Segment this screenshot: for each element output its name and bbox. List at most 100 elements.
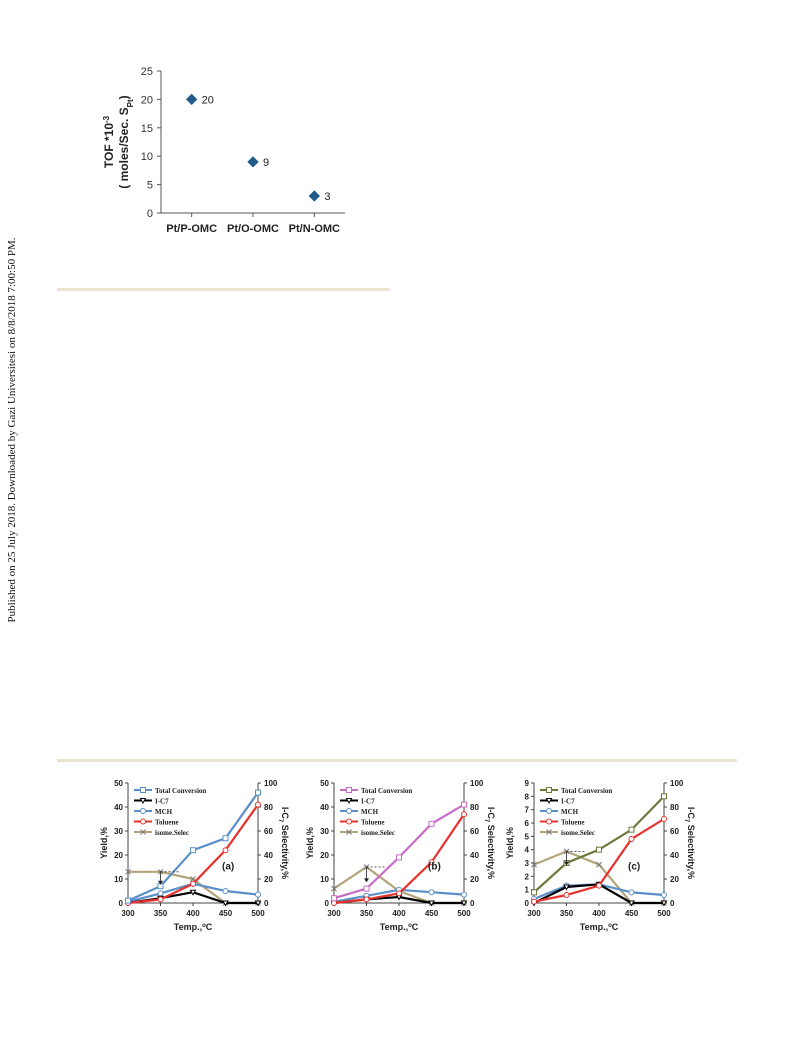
- left-y-tick-label: 4: [525, 846, 530, 855]
- x-tick-label: 300: [527, 909, 541, 918]
- y-tick-label: 15: [141, 123, 153, 135]
- left-y-tick-label: 50: [114, 779, 123, 788]
- data-point-marker: [308, 190, 320, 202]
- data-point-mch: [661, 892, 667, 898]
- x-tick-label: 500: [457, 909, 471, 918]
- right-y-tick-label: 80: [470, 803, 479, 812]
- data-point-total-conversion: [428, 820, 435, 827]
- data-point-total-conversion: [531, 889, 537, 896]
- y-tick-label: 20: [141, 94, 153, 106]
- data-point-marker: [247, 156, 259, 168]
- x-tick-label: 300: [121, 909, 135, 918]
- right-y-tick-label: 0: [264, 899, 269, 908]
- series-line-total-conversion: [333, 803, 465, 900]
- left-y-tick-label: 10: [320, 875, 329, 884]
- data-point-i-c7: [660, 900, 668, 907]
- right-y-axis-label: I-C7 Selectivity,%: [277, 807, 290, 879]
- y-tick-label: 25: [141, 66, 153, 78]
- legend-swatch-marker: [140, 829, 146, 835]
- legend-label: Toluene: [561, 819, 584, 827]
- left-y-tick-label: 8: [525, 792, 530, 801]
- right-y-tick-label: 20: [470, 875, 479, 884]
- data-point-toluene: [363, 896, 370, 903]
- left-y-tick-label: 20: [114, 851, 123, 860]
- legend-label: Toluene: [155, 819, 178, 827]
- legend-label: isome.Selec: [361, 829, 395, 837]
- data-point-mch: [157, 890, 164, 897]
- data-label: 9: [263, 157, 269, 169]
- left-y-tick-label: 6: [525, 819, 530, 828]
- legend-swatch-marker: [140, 808, 146, 814]
- x-tick-label: 300: [327, 909, 341, 918]
- right-y-tick-label: 20: [670, 875, 679, 884]
- left-y-tick-label: 0: [119, 899, 124, 908]
- y-tick-label: 5: [147, 180, 153, 192]
- legend-label: I-C7: [361, 798, 375, 806]
- data-point-total-conversion: [396, 854, 402, 861]
- legend-swatch-marker: [546, 787, 552, 793]
- right-y-tick-label: 80: [670, 803, 679, 812]
- right-y-axis-label: I-C7 Selectivity,%: [483, 807, 496, 879]
- x-tick-label: 400: [392, 909, 406, 918]
- y-axis-label: Yield,%: [305, 827, 315, 859]
- publication-sidebar-note: Published on 25 July 2018. Downloaded by…: [4, 238, 20, 623]
- data-point-toluene: [531, 898, 537, 905]
- legend-swatch-marker: [546, 818, 552, 825]
- data-point-toluene: [628, 836, 635, 842]
- data-point-toluene: [461, 811, 467, 818]
- legend-label: isome.Selec: [561, 829, 595, 837]
- right-y-tick-label: 100: [264, 779, 278, 788]
- right-y-tick-label: 0: [470, 899, 475, 908]
- data-point-toluene: [428, 859, 435, 866]
- legend-label: MCH: [155, 808, 173, 816]
- data-point-toluene: [255, 801, 261, 808]
- right-y-tick-label: 40: [470, 851, 479, 860]
- data-point-i-c7: [628, 900, 635, 907]
- x-axis-label: Temp.,oC: [580, 922, 619, 932]
- left-y-tick-label: 30: [320, 827, 329, 836]
- data-label: 3: [324, 191, 330, 203]
- left-y-tick-label: 10: [114, 875, 123, 884]
- y-axis-label: Yield,%: [505, 827, 515, 859]
- right-y-tick-label: 0: [670, 899, 675, 908]
- data-point-total-conversion: [661, 793, 667, 800]
- data-point-total-conversion: [628, 826, 635, 833]
- data-point-i-c7: [460, 900, 468, 907]
- right-y-tick-label: 60: [470, 827, 479, 836]
- legend-swatch-marker: [140, 818, 146, 825]
- legend-label: I-C7: [561, 798, 575, 806]
- data-point-isome-selec: [531, 861, 537, 868]
- x-tick-label: 350: [560, 909, 574, 918]
- right-y-axis-label: I-C7 Selectivity,%: [683, 807, 696, 879]
- panel-label: (a): [222, 861, 234, 872]
- legend-swatch-marker: [545, 798, 553, 805]
- data-point-toluene: [190, 880, 196, 887]
- legend-label: MCH: [361, 808, 379, 816]
- data-point-i-c7: [189, 889, 197, 896]
- legend-swatch-marker: [139, 798, 147, 805]
- left-y-tick-label: 1: [525, 886, 530, 895]
- annotation-arrow-head: [364, 878, 369, 883]
- data-point-mch: [461, 891, 467, 898]
- left-y-tick-label: 9: [525, 779, 530, 788]
- data-point-total-conversion: [222, 835, 229, 842]
- section-divider-bottom: [57, 759, 737, 762]
- data-point-i-c7: [222, 900, 229, 907]
- left-y-tick-label: 30: [114, 827, 123, 836]
- legend-swatch-marker: [346, 818, 352, 825]
- legend-label: isome.Selec: [155, 829, 189, 837]
- x-tick-label: 400: [592, 909, 606, 918]
- right-y-tick-label: 60: [670, 827, 679, 836]
- data-point-toluene: [396, 890, 402, 897]
- legend-swatch-marker: [346, 829, 352, 835]
- tof-scatter-chart: 0 5 10 15 20 25 Pt/P-OMC 20 Pt/O-OMC 9 Pt/N-OMC 3 TO…: [102, 66, 345, 235]
- legend-swatch-marker: [346, 787, 352, 793]
- legend-swatch-marker: [346, 808, 352, 814]
- data-point-toluene: [157, 896, 164, 903]
- annotation-arrow-head: [158, 880, 163, 885]
- y-axis-label: TOF *10-3: [102, 115, 117, 168]
- legend-label: Total Conversion: [155, 787, 206, 795]
- right-y-tick-label: 60: [264, 827, 273, 836]
- y-tick-label: 0: [147, 208, 153, 220]
